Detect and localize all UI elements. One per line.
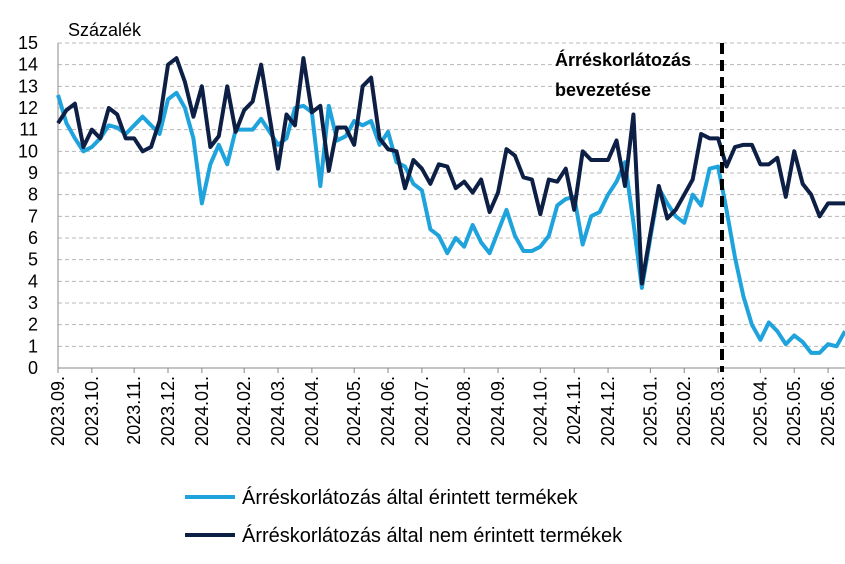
x-tick-label: 2023.09. <box>48 376 68 446</box>
y-tick-label: 0 <box>28 358 38 378</box>
x-tick-label: 2024.10. <box>530 376 550 446</box>
y-axis-label: Százalék <box>68 20 142 40</box>
x-tick-label: 2024.06. <box>378 376 398 446</box>
x-tick-label: 2024.02. <box>234 376 254 446</box>
x-tick-label: 2024.11. <box>564 376 584 445</box>
x-tick-label: 2025.04. <box>750 376 770 446</box>
annotation: Árréskorlátozás <box>555 49 691 70</box>
y-tick-label: 5 <box>28 250 38 270</box>
y-tick-label: 9 <box>28 163 38 183</box>
y-tick-label: 6 <box>28 228 38 248</box>
line-series <box>56 56 845 286</box>
y-tick-label: 13 <box>18 76 38 96</box>
annotation: bevezetése <box>555 80 651 100</box>
y-tick-label: 8 <box>28 185 38 205</box>
y-tick-label: 1 <box>28 336 38 356</box>
x-tick-label: 2025.03. <box>708 376 728 446</box>
line-series <box>56 90 845 355</box>
x-tick-label: 2024.07. <box>412 376 432 446</box>
y-tick-label: 15 <box>18 33 38 53</box>
y-tick-label: 7 <box>28 206 38 226</box>
y-tick-label: 3 <box>28 293 38 313</box>
x-tick-label: 2023.10. <box>82 376 102 446</box>
x-tick-label: 2024.08. <box>454 376 474 446</box>
x-tick-label: 2024.01. <box>192 376 212 446</box>
y-tick-label: 11 <box>19 120 38 140</box>
x-tick-label: 2025.06. <box>818 376 838 446</box>
x-tick-label: 2025.05. <box>784 376 804 446</box>
x-tick-label: 2024.04. <box>302 376 322 446</box>
y-tick-label: 2 <box>28 315 38 335</box>
x-tick-label: 2024.03. <box>268 376 288 446</box>
x-tick-label: 2025.01. <box>640 376 660 446</box>
x-tick-label: 2025.02. <box>674 376 694 446</box>
y-tick-label: 14 <box>18 55 38 75</box>
x-tick-label: 2024.12. <box>598 376 618 446</box>
legend-label: Árréskorlátozás által érintett termékek <box>242 486 579 509</box>
x-tick-label: 2023.12. <box>158 376 178 446</box>
x-tick-label: 2023.11. <box>124 376 144 445</box>
legend-label: Árréskorlátozás által nem érintett termé… <box>242 524 623 547</box>
y-tick-label: 10 <box>18 141 38 161</box>
x-tick-label: 2024.05. <box>344 376 364 446</box>
y-tick-label: 12 <box>18 98 38 118</box>
x-tick-label: 2024.09. <box>488 376 508 446</box>
y-tick-label: 4 <box>28 271 38 291</box>
